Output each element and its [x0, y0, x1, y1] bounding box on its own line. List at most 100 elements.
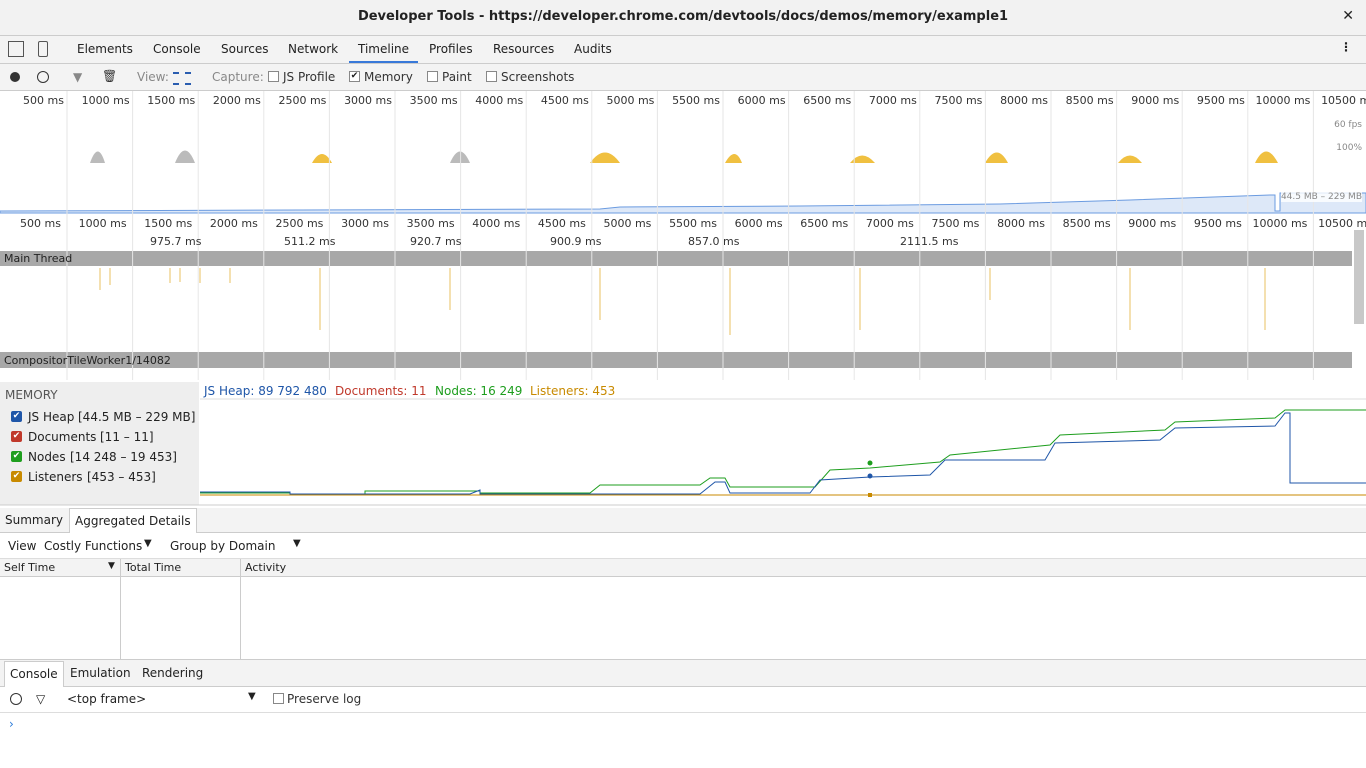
memory-overview-area — [0, 192, 1366, 214]
memory-panel: MEMORY ✔ JS Heap [44.5 MB – 229 MB] ✔ Docume… — [0, 382, 1366, 505]
checkbox[interactable] — [486, 71, 497, 82]
panel-tab[interactable]: Elements — [77, 42, 133, 56]
window-title: Developer Tools - https://developer.chro… — [357, 9, 1009, 24]
view-mode-icon[interactable] — [173, 72, 191, 85]
overview-tick-label: 10500 ms — [1321, 94, 1366, 107]
checkbox-label: Memory — [364, 70, 413, 84]
details-tab[interactable]: Aggregated Details — [69, 508, 197, 533]
frame-duration: 2111.5 ms — [900, 235, 959, 248]
counter-status: Documents: 11 — [335, 384, 427, 398]
counter-label: JS Heap — [28, 410, 75, 424]
group-select[interactable]: Group by Domain — [170, 539, 276, 553]
details-table: ▼ Self Time Total Time Activity — [0, 559, 1366, 660]
close-button[interactable]: ✕ — [1342, 8, 1354, 24]
ruler-tick-label: 10000 ms — [1252, 217, 1308, 230]
details-toolbar: View Costly Functions ▼ Group by Domain … — [0, 534, 1366, 559]
ruler-tick-label: 4500 ms — [537, 217, 586, 230]
ruler-tick-label: 1000 ms — [78, 217, 127, 230]
ruler-tick-label: 2500 ms — [275, 217, 324, 230]
checkbox[interactable]: ✔ — [349, 71, 360, 82]
panel-tab[interactable]: Network — [288, 42, 339, 56]
counter-range: [14 248 – 19 453] — [70, 450, 177, 464]
scrollbar[interactable] — [1354, 230, 1364, 324]
ruler-tick-label: 7000 ms — [865, 217, 914, 230]
column-header[interactable]: Total Time — [125, 561, 182, 574]
overview-tick-label: 6000 ms — [737, 94, 786, 107]
panel-tab[interactable]: Sources — [221, 42, 269, 56]
ruler-tick-label: 8500 ms — [1062, 217, 1111, 230]
fps-label: 60 fps — [1334, 120, 1362, 130]
overview-tick-label: 9500 ms — [1196, 94, 1245, 107]
column-header[interactable]: Self Time — [4, 561, 56, 574]
view-select-arrow[interactable]: ▼ — [144, 538, 152, 549]
sort-arrow[interactable]: ▼ — [108, 561, 115, 571]
drawer-tab[interactable]: Emulation — [70, 666, 131, 680]
nodes-line — [200, 409, 1366, 495]
filter-icon[interactable]: ▼ — [73, 70, 83, 84]
compositor-thread-bar — [0, 352, 1352, 368]
tab-bar: ⋮ Elements Console Sources Network Timeline P… — [0, 36, 1366, 64]
panel-tab[interactable]: Timeline — [349, 42, 419, 63]
checkbox-label: Paint — [442, 70, 472, 84]
timeline-toolbar: ▼ 🗑 View: Capture: JS Profile ✔ Memory Pain… — [0, 64, 1366, 91]
title-bar: Developer Tools - https://developer.chro… — [0, 0, 1366, 36]
clear-console[interactable] — [10, 693, 22, 705]
drawer-tab[interactable]: Rendering — [142, 666, 204, 680]
counter-checkbox[interactable]: ✔ — [11, 471, 22, 482]
ruler-tick-label: 3500 ms — [406, 217, 455, 230]
column-header[interactable]: Activity — [245, 561, 287, 574]
inspect-icon[interactable] — [8, 41, 24, 57]
ruler-tick-label: 9500 ms — [1193, 217, 1242, 230]
ruler-tick-label: 8000 ms — [997, 217, 1045, 230]
thread-label: CompositorTileWorker1/14082 — [4, 354, 171, 367]
panel-tab[interactable]: Console — [153, 42, 201, 56]
heap-marker — [867, 473, 873, 479]
trash-icon[interactable]: 🗑 — [102, 69, 118, 83]
preserve-log-label: Preserve log — [287, 692, 362, 706]
checkbox-label: Screenshots — [501, 70, 575, 84]
memory-sidebar — [0, 382, 199, 505]
view-select[interactable]: Costly Functions — [44, 539, 143, 553]
overview-tick-label: 500 ms — [23, 94, 64, 107]
js-heap-line — [200, 412, 1366, 495]
overview-tick-label: 4000 ms — [475, 94, 524, 107]
overview-tick-label: 5500 ms — [672, 94, 720, 107]
ruler-tick-label: 6500 ms — [800, 217, 849, 230]
details-tab[interactable]: Summary — [5, 513, 63, 527]
console-prompt[interactable]: › — [9, 717, 14, 731]
menu-icon[interactable]: ⋮ — [1340, 40, 1352, 54]
drawer-tab[interactable]: Console — [4, 661, 64, 687]
panel-tab[interactable]: Profiles — [429, 42, 473, 56]
cpu-overview — [90, 150, 1278, 163]
ruler-tick-label: 10500 ms — [1318, 217, 1366, 230]
overview-tick-label: 2500 ms — [278, 94, 327, 107]
drawer-tabs: Console Emulation Rendering — [0, 660, 1366, 687]
frame-duration: 857.0 ms — [688, 235, 740, 248]
checkbox[interactable] — [268, 71, 279, 82]
group-select-arrow[interactable]: ▼ — [293, 538, 301, 549]
overview-tick-label: 9000 ms — [1131, 94, 1180, 107]
panel-tab[interactable]: Audits — [574, 42, 612, 56]
frame-select[interactable]: <top frame> — [67, 692, 147, 706]
console-toolbar: ▽ <top frame> ▼ Preserve log — [0, 687, 1366, 713]
overview-tick-label: 7500 ms — [934, 94, 983, 107]
panel-tab[interactable]: Resources — [493, 42, 555, 56]
overview-tick-label: 3000 ms — [344, 94, 392, 107]
frame-duration: 511.2 ms — [284, 235, 336, 248]
frame-select-arrow[interactable]: ▼ — [248, 691, 256, 702]
device-icon[interactable] — [38, 41, 48, 57]
filter-icon[interactable]: ▽ — [36, 692, 46, 706]
clear-button[interactable] — [37, 71, 49, 83]
counter-range: [11 – 11] — [100, 430, 154, 444]
thread-label: Main Thread — [4, 252, 73, 265]
ruler-tick-label: 5500 ms — [669, 217, 717, 230]
record-button[interactable] — [10, 72, 20, 82]
counter-checkbox[interactable]: ✔ — [11, 451, 22, 462]
counter-checkbox[interactable]: ✔ — [11, 431, 22, 442]
checkbox[interactable] — [427, 71, 438, 82]
overview-tick-label: 1500 ms — [147, 94, 196, 107]
nodes-marker — [867, 460, 873, 466]
preserve-log-checkbox[interactable] — [273, 693, 284, 704]
counter-checkbox[interactable]: ✔ — [11, 411, 22, 422]
